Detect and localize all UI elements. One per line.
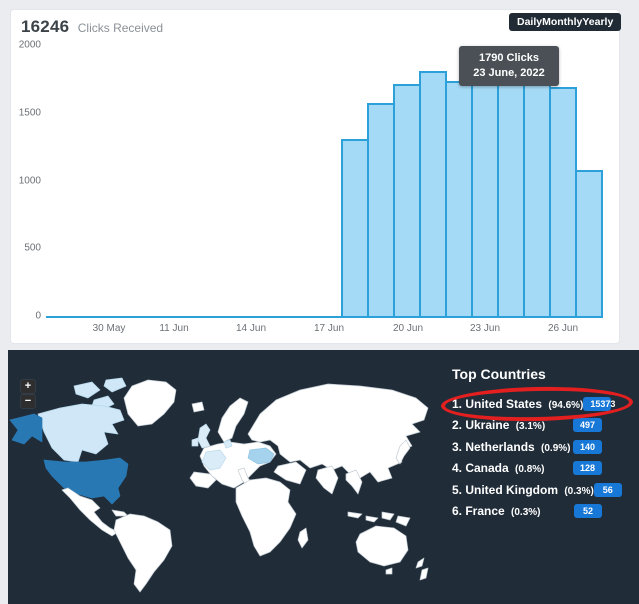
y-axis-tick: 0 — [35, 310, 41, 322]
country-percentage: (0.8%) — [515, 464, 545, 476]
country-name: 2. Ukraine (3.1%) — [452, 418, 546, 433]
x-axis-tick: 17 Jun — [313, 323, 345, 334]
country-row[interactable]: 5. United Kingdom (0.3%) 56 — [452, 479, 622, 501]
map-caribbean[interactable] — [111, 509, 129, 517]
country-count-badge: 52 — [574, 504, 602, 519]
map-united-kingdom[interactable] — [191, 423, 211, 449]
country-name: 4. Canada (0.8%) — [452, 461, 545, 476]
map-netherlands[interactable] — [223, 439, 233, 449]
map-iceland[interactable] — [191, 401, 205, 413]
x-axis-tick: 26 Jun — [547, 323, 579, 334]
x-axis-tick: 30 May — [92, 323, 126, 334]
country-row[interactable]: 2. Ukraine (3.1%) 497 — [452, 415, 602, 437]
country-percentage: (0.3%) — [511, 507, 541, 519]
chart-bar[interactable] — [471, 73, 499, 316]
map-greenland[interactable] — [123, 379, 177, 427]
y-axis-tick: 1500 — [18, 107, 41, 119]
tooltip-value: 1790 Clicks — [479, 52, 539, 64]
country-row[interactable]: 4. Canada (0.8%) 128 — [452, 458, 602, 480]
clicks-bar-chart: 1790 Clicks 23 June, 2022 0 500 1000 1500 20… — [11, 10, 619, 343]
total-clicks-value: 16246 — [21, 17, 70, 36]
country-percentage: (94.6%) — [548, 399, 584, 411]
x-axis-tick: 20 Jun — [392, 323, 424, 334]
country-row[interactable]: 6. France (0.3%) 52 — [452, 501, 602, 523]
map-africa[interactable] — [235, 477, 297, 557]
map-canada[interactable] — [37, 403, 125, 463]
chart-bar[interactable] — [575, 170, 603, 316]
country-count-badge: 128 — [572, 461, 602, 476]
chart-bar[interactable] — [549, 87, 577, 316]
country-name: 5. United Kingdom (0.3%) — [452, 482, 594, 497]
map-india[interactable] — [315, 465, 339, 495]
chart-bar[interactable] — [367, 103, 395, 316]
country-count-badge: 15373 — [583, 396, 615, 411]
chart-bar[interactable] — [393, 84, 421, 316]
map-se-asia[interactable] — [345, 469, 363, 495]
map-zoom-in-button[interactable]: + — [21, 380, 35, 393]
country-name: 3. Netherlands (0.9%) — [452, 439, 571, 454]
map-new-zealand[interactable] — [415, 557, 429, 581]
map-japan[interactable] — [395, 439, 411, 465]
country-percentage: (3.1%) — [515, 421, 546, 433]
map-arabia[interactable] — [273, 461, 307, 485]
top-countries-panel: Top Countries 1. United States (94.6%) 15… — [452, 366, 622, 523]
country-name: 1. United States (94.6%) — [452, 396, 584, 411]
country-count-badge: 497 — [572, 418, 602, 433]
country-row[interactable]: 1. United States (94.6%) 15373 — [452, 393, 615, 415]
map-panel: + − Top Countries 1. United States (94.6… — [8, 350, 639, 604]
map-madagascar[interactable] — [297, 527, 309, 549]
map-scandinavia[interactable] — [217, 397, 249, 443]
map-zoom-out-button[interactable]: − — [21, 395, 35, 408]
range-tabs: Daily Monthly Yearly — [509, 13, 621, 31]
country-name: 6. France (0.3%) — [452, 504, 541, 519]
tooltip-date: 23 June, 2022 — [473, 67, 545, 79]
map-united-states[interactable] — [43, 457, 129, 505]
x-axis-tick: 23 Jun — [469, 323, 501, 334]
map-south-america[interactable] — [113, 513, 173, 593]
card-header: 16246 Clicks Received — [21, 17, 163, 37]
country-percentage: (0.3%) — [564, 485, 594, 497]
clicks-panel: 16246 Clicks Received Daily Monthly Year… — [10, 9, 621, 344]
tab-yearly[interactable]: Yearly — [582, 16, 614, 28]
map-australia[interactable] — [355, 525, 409, 575]
world-map[interactable] — [8, 370, 438, 600]
map-alaska[interactable] — [9, 413, 43, 445]
y-axis-tick: 2000 — [18, 39, 41, 51]
country-row[interactable]: 3. Netherlands (0.9%) 140 — [452, 436, 602, 458]
chart-bar[interactable] — [523, 65, 551, 316]
map-iberia[interactable] — [189, 471, 217, 489]
map-france[interactable] — [201, 449, 227, 471]
chart-tooltip: 1790 Clicks 23 June, 2022 — [459, 46, 559, 86]
chart-bar[interactable] — [419, 71, 447, 316]
map-indonesia[interactable] — [347, 511, 411, 527]
y-axis-tick: 1000 — [18, 175, 41, 186]
chart-bar[interactable] — [341, 139, 369, 316]
tab-daily[interactable]: Daily — [517, 16, 543, 28]
tab-monthly[interactable]: Monthly — [542, 16, 583, 28]
top-countries-title: Top Countries — [452, 366, 546, 382]
top-countries-list: 1. United States (94.6%) 15373 2. Ukraine … — [452, 393, 622, 523]
map-ukraine[interactable] — [247, 447, 275, 465]
x-axis-tick: 11 Jun — [159, 323, 189, 334]
country-count-badge: 140 — [572, 439, 602, 454]
country-percentage: (0.9%) — [541, 442, 571, 454]
chart-zero-baseline — [46, 316, 603, 318]
map-asia[interactable] — [247, 383, 429, 483]
chart-bar[interactable] — [497, 72, 525, 316]
country-count-badge: 56 — [593, 482, 622, 497]
total-clicks-label: Clicks Received — [77, 21, 164, 35]
x-axis-tick: 14 Jun — [235, 323, 267, 334]
chart-bar[interactable] — [445, 81, 473, 316]
y-axis-tick: 500 — [24, 242, 41, 254]
